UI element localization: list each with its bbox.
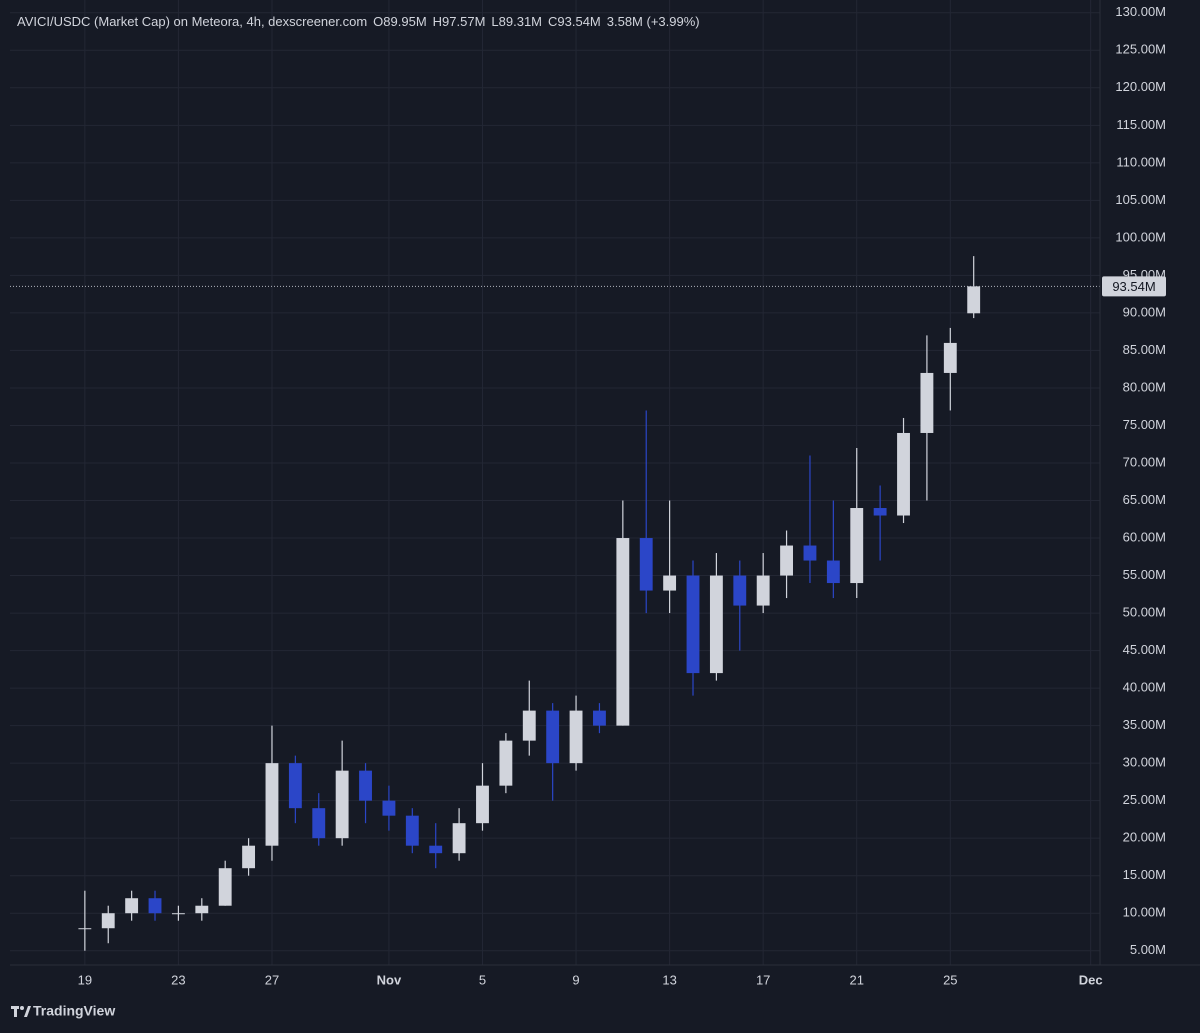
y-tick-label: 85.00M bbox=[1123, 342, 1166, 357]
y-tick-label: 55.00M bbox=[1123, 567, 1166, 582]
y-tick-label: 45.00M bbox=[1123, 642, 1166, 657]
candle-body bbox=[335, 770, 349, 839]
x-tick-label: Nov bbox=[377, 972, 402, 987]
y-tick-label: 5.00M bbox=[1130, 942, 1166, 957]
candle-body bbox=[756, 575, 770, 606]
candle-body bbox=[546, 710, 560, 764]
y-tick-label: 120.00M bbox=[1115, 79, 1166, 94]
candle-body bbox=[499, 740, 513, 786]
price-label: 93.54M bbox=[1112, 279, 1155, 294]
candle-body bbox=[405, 815, 419, 846]
price-label-box bbox=[1102, 276, 1166, 297]
candle-body bbox=[709, 575, 723, 674]
watermark: TradingView bbox=[33, 1003, 115, 1019]
y-tick-label: 80.00M bbox=[1123, 379, 1166, 394]
candle-body bbox=[265, 763, 279, 846]
candle-body bbox=[943, 342, 957, 373]
x-tick-label: 21 bbox=[850, 972, 864, 987]
candle-body bbox=[148, 898, 162, 914]
y-tick-label: 25.00M bbox=[1123, 792, 1166, 807]
y-tick-label: 110.00M bbox=[1116, 154, 1166, 169]
candle-body bbox=[733, 575, 747, 606]
candle-body bbox=[382, 800, 396, 816]
ohlc-label: O89.95M bbox=[373, 14, 426, 29]
y-tick-label: 40.00M bbox=[1123, 680, 1166, 695]
x-tick-label: 19 bbox=[78, 972, 92, 987]
candle-body bbox=[569, 710, 583, 764]
y-tick-label: 20.00M bbox=[1123, 830, 1166, 845]
ohlc-label: C93.54M bbox=[548, 14, 601, 29]
candle-body bbox=[967, 286, 981, 314]
y-tick-label: 70.00M bbox=[1123, 454, 1166, 469]
candle-body bbox=[826, 560, 840, 584]
x-tick-label: Dec bbox=[1079, 972, 1103, 987]
x-tick-label: 23 bbox=[171, 972, 185, 987]
candle-body bbox=[593, 710, 606, 726]
ohlc-label: 3.58M (+3.99%) bbox=[607, 14, 700, 29]
candle-body bbox=[850, 508, 864, 584]
candle-body bbox=[452, 823, 466, 854]
candle-body bbox=[897, 432, 910, 516]
y-tick-label: 35.00M bbox=[1123, 717, 1166, 732]
x-tick-label: 9 bbox=[572, 972, 579, 987]
ohlc-label: H97.57M bbox=[433, 14, 486, 29]
candle-body bbox=[522, 710, 536, 741]
candle-body bbox=[218, 868, 232, 906]
candle-body bbox=[803, 545, 817, 561]
watermark-logo bbox=[11, 1006, 31, 1017]
candle-body bbox=[429, 845, 443, 854]
y-tick-label: 90.00M bbox=[1123, 304, 1166, 319]
x-tick-label: 25 bbox=[943, 972, 957, 987]
candle-body bbox=[920, 372, 934, 433]
y-tick-label: 100.00M bbox=[1115, 229, 1166, 244]
candle-body bbox=[663, 575, 677, 591]
candle-body bbox=[780, 545, 793, 576]
y-tick-label: 10.00M bbox=[1123, 905, 1166, 920]
candle-body bbox=[125, 898, 139, 914]
candle-body bbox=[616, 538, 630, 726]
candle-body bbox=[312, 808, 326, 839]
title: AVICI/USDC (Market Cap) on Meteora, 4h, … bbox=[17, 14, 367, 29]
candle-body bbox=[873, 508, 887, 516]
candle-body bbox=[101, 913, 115, 929]
ohlc-label: L89.31M bbox=[491, 14, 542, 29]
candle-body bbox=[476, 785, 489, 824]
header: AVICI/USDC (Market Cap) on Meteora, 4h, … bbox=[17, 14, 700, 29]
x-tick-label: 13 bbox=[662, 972, 676, 987]
x-tick-label: 5 bbox=[479, 972, 486, 987]
y-tick-label: 105.00M bbox=[1115, 192, 1166, 207]
candle-body bbox=[686, 575, 700, 674]
y-tick-label: 115.00M bbox=[1116, 117, 1166, 132]
candle-body bbox=[195, 905, 209, 914]
candle-body bbox=[288, 763, 302, 809]
y-tick-label: 50.00M bbox=[1123, 605, 1166, 620]
y-tick-label: 75.00M bbox=[1123, 417, 1166, 432]
y-tick-label: 15.00M bbox=[1123, 867, 1166, 882]
candle-body bbox=[242, 845, 256, 869]
y-tick-label: 65.00M bbox=[1123, 492, 1166, 507]
candle-body bbox=[639, 538, 653, 591]
x-tick-label: 17 bbox=[756, 972, 770, 987]
y-tick-label: 130.00M bbox=[1115, 4, 1166, 19]
plot bbox=[10, 256, 1100, 951]
candle-body bbox=[359, 770, 372, 801]
x-tick-label: 27 bbox=[265, 972, 279, 987]
candle-body bbox=[171, 913, 185, 915]
y-tick-label: 125.00M bbox=[1115, 42, 1166, 57]
y-tick-label: 60.00M bbox=[1123, 529, 1166, 544]
y-tick-label: 30.00M bbox=[1123, 755, 1166, 770]
candle-body bbox=[78, 928, 92, 930]
